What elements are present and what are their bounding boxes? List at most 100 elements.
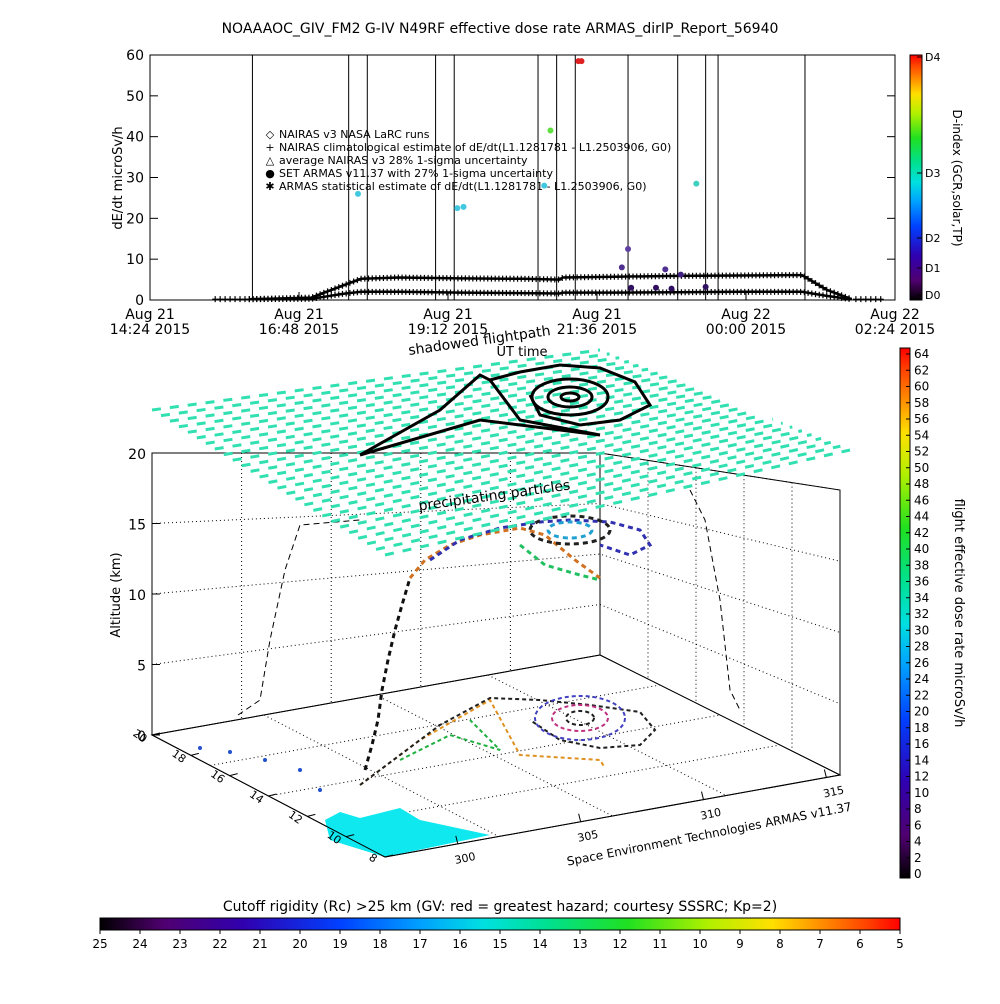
blue-dot [318, 788, 322, 792]
d-index-tick-label: D2 [925, 232, 940, 245]
precip-line [205, 371, 658, 445]
precip-line [241, 386, 697, 468]
climatology-cross [801, 273, 808, 280]
top-y-axis: 0 10 20 30 40 50 60 [126, 48, 895, 309]
dose-tick-label: 36 [914, 575, 929, 589]
side-projections [237, 489, 741, 716]
altitude-tick-label: 20 [128, 447, 146, 463]
dose-tick-label: 8 [914, 802, 922, 816]
precip-line [366, 440, 832, 546]
cruise-loop-outer [528, 514, 612, 546]
d-index-tick-label: D3 [925, 167, 940, 180]
dose-tick-label: 48 [914, 477, 929, 491]
latitude-tick-label: 12 [286, 808, 305, 827]
longitude-axis: 300 305 310 315 [384, 769, 845, 867]
floor-grid-line [487, 674, 727, 796]
climatology-cross [241, 296, 248, 303]
blue-dot [298, 768, 302, 772]
grid-lines [151, 452, 841, 837]
climatology-cross [819, 292, 826, 299]
x-tick-label-date: Aug 21 [125, 307, 175, 323]
armas-point [652, 284, 659, 291]
x-tick-label-time: 21:36 2015 [557, 322, 637, 338]
latitude-tick-label: 16 [208, 767, 227, 786]
legend-label: SET ARMAS v11.37 with 27% 1-sigma uncert… [279, 167, 553, 180]
precip-line [178, 360, 630, 429]
climatology-cross [816, 282, 823, 289]
armas-point [541, 182, 548, 189]
blue-dot [228, 750, 232, 754]
altitude-tick-label: 5 [137, 659, 146, 675]
dose-tick-label: 44 [914, 510, 929, 524]
climatology-cross [819, 284, 826, 291]
d-index-label: D-index (GCR,solar,TP) [950, 109, 964, 246]
dose-tick-label: 52 [914, 445, 929, 459]
cutoff-tick-label: 8 [776, 937, 784, 951]
cutoff-tick-label: 21 [252, 937, 267, 951]
latitude-tick-mark [307, 813, 316, 817]
shadowed-flightpath-floor [359, 695, 657, 786]
precip-line [304, 413, 764, 507]
shadowed-flightpath-top [359, 363, 653, 457]
x-tick-label-date: Aug 21 [274, 307, 324, 323]
armas-point [460, 203, 467, 210]
dose-tick-label: 14 [914, 753, 929, 767]
floor-grid-line [375, 694, 613, 817]
y-tick-label: 60 [126, 48, 144, 64]
climatology-cross [816, 291, 823, 298]
dose-tick-label: 4 [914, 835, 922, 849]
cutoff-tick-label: 19 [332, 937, 347, 951]
latitude-tick-mark [229, 773, 238, 777]
climatology-cross [555, 276, 562, 283]
precip-line [232, 383, 687, 462]
longitude-tick-mark [701, 791, 704, 800]
cruise-segment-c [519, 543, 601, 582]
x-tick-label-time: 00:00 2015 [706, 322, 786, 338]
flight-segment-markers [251, 55, 806, 300]
top-loop-mid [546, 385, 594, 409]
floor-grid-line [210, 684, 661, 766]
precip-line [196, 367, 649, 440]
altitude-axis-label: Altitude (km) [109, 552, 124, 637]
top-y-axis-label: dE/dt microSv/h [111, 126, 126, 229]
climatology-cross [846, 295, 853, 302]
top-path-loop [489, 363, 653, 427]
cutoff-tick-label: 9 [736, 937, 744, 951]
precip-line [223, 379, 678, 457]
precip-line [259, 394, 716, 479]
blue-scatter-left [198, 746, 322, 792]
latitude-tick-mark [151, 732, 161, 736]
climatology-cross [812, 291, 819, 298]
altitude-tick-label: 15 [128, 518, 146, 534]
climatology-cross [343, 281, 350, 288]
figure-title: NOAAAOC_GIV_FM2 G-IV N49RF effective dos… [222, 21, 779, 37]
floor-path-green [399, 719, 501, 761]
cutoff-tick-label: 13 [572, 937, 587, 951]
d-index-tick-label: D0 [925, 289, 940, 302]
precip-line [357, 436, 822, 540]
cutoff-tick-label: 23 [172, 937, 187, 951]
dose-tick-label: 18 [914, 721, 929, 735]
cutoff-tick-label: 5 [896, 937, 904, 951]
altitude-grid-line [151, 502, 841, 562]
climatology-cross [801, 289, 808, 296]
cutoff-tick-label: 12 [612, 937, 627, 951]
cutoff-rigidity-colorbar: Cutoff rigidity (Rc) >25 km (GV: red = g… [92, 899, 903, 951]
dose-tick-label: 10 [914, 786, 929, 800]
climb-segment [363, 577, 412, 771]
armas-point [354, 190, 361, 197]
top-loop-outer [530, 377, 610, 417]
dose-rate-colorbar-label: flight effective dose rate microSv/h [951, 499, 966, 728]
armas-point [662, 266, 669, 273]
precip-line [268, 398, 726, 484]
dose-tick-label: 20 [914, 705, 929, 719]
x-tick-label-time: 14:24 2015 [110, 322, 190, 338]
d-index-gradient [909, 54, 923, 301]
dose-tick-label: 54 [914, 428, 929, 442]
legend-label: NAIRAS v3 NASA LaRC runs [279, 128, 430, 141]
dose-tick-label: 64 [914, 347, 929, 361]
blue-dot [263, 758, 267, 762]
dose-tick-label: 42 [914, 526, 929, 540]
climatology-cross [823, 286, 830, 293]
